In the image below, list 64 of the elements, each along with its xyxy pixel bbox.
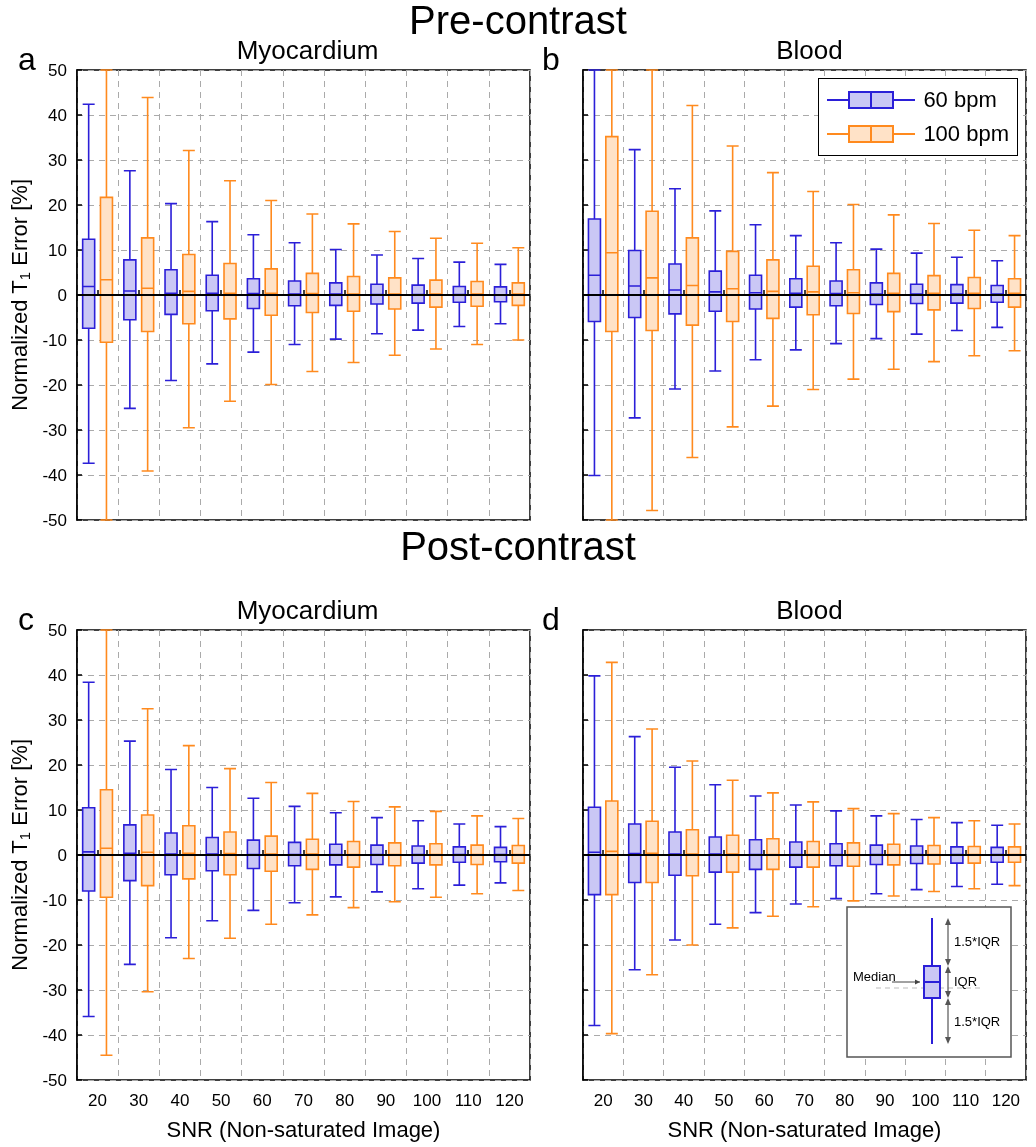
text: c: [18, 601, 34, 637]
y-tick-label: -30: [42, 420, 67, 440]
chart-title: Blood: [776, 35, 843, 65]
x-tick-label: 40: [170, 1091, 190, 1110]
y-tick-label: -30: [42, 980, 67, 1000]
x-tick-label: 50: [211, 1091, 231, 1110]
x-tick-label: 90: [875, 1091, 895, 1110]
y-tick-label: -40: [42, 465, 67, 485]
x-axis-title: SNR (Non-saturated Image): [166, 1116, 441, 1142]
chart-title: Myocardium: [236, 35, 379, 65]
x-tick-label: 110: [454, 1091, 482, 1110]
y-tick-label: -20: [42, 935, 67, 955]
text: b: [542, 41, 560, 77]
y-tick-label: -10: [42, 330, 67, 350]
y-tick-label: -10: [42, 890, 67, 910]
annotation: Median: [853, 969, 896, 984]
x-tick-label: 90: [376, 1091, 396, 1110]
x-tick-label: 70: [795, 1091, 814, 1110]
y-axis-title: Normalized T1 Error [%]: [6, 738, 33, 971]
legend-label: 60 bpm: [923, 87, 997, 113]
y-tick-label: 50: [48, 60, 67, 80]
x-tick-label: 30: [129, 1091, 149, 1110]
chart-title: Blood: [776, 595, 843, 625]
text: a: [18, 41, 36, 77]
y-tick-label: 20: [48, 755, 67, 775]
annotation: 1.5*IQR: [954, 1014, 1001, 1029]
x-tick-label: 60: [754, 1091, 774, 1110]
y-tick-label: -50: [42, 1070, 67, 1090]
y-tick-label: 40: [48, 105, 67, 125]
chart-subtitle: Pre-contrast: [409, 0, 627, 42]
y-tick-label: 0: [57, 285, 67, 305]
annotation: 1.5*IQR: [954, 934, 1001, 949]
x-tick-label: 60: [252, 1091, 272, 1110]
y-tick-label: -20: [42, 375, 67, 395]
y-tick-label: -40: [42, 1025, 67, 1045]
x-tick-label: 100: [911, 1091, 940, 1110]
x-tick-label: 50: [714, 1091, 734, 1110]
x-tick-label: 110: [952, 1091, 980, 1110]
x-tick-label: 80: [335, 1091, 355, 1110]
y-tick-label: 30: [48, 710, 67, 730]
chart-title: Myocardium: [236, 595, 379, 625]
annotation: IQR: [954, 974, 978, 989]
x-tick-label: 20: [593, 1091, 613, 1110]
x-tick-label: 100: [412, 1091, 442, 1110]
x-tick-label: 40: [674, 1091, 694, 1110]
y-tick-label: -50: [42, 510, 67, 530]
x-tick-label: 80: [835, 1091, 855, 1110]
x-tick-label: 20: [88, 1091, 108, 1110]
y-tick-label: 10: [48, 800, 67, 820]
legend-label: 100 bpm: [923, 121, 1009, 147]
y-tick-label: 30: [48, 150, 67, 170]
x-axis-title: SNR (Non-saturated Image): [667, 1116, 942, 1142]
x-tick-label: 120: [991, 1091, 1021, 1110]
y-tick-label: 0: [57, 845, 67, 865]
chart-subtitle: Post-contrast: [400, 524, 636, 568]
y-tick-label: 20: [48, 195, 67, 215]
y-tick-label: 40: [48, 665, 67, 685]
y-tick-label: 50: [48, 620, 67, 640]
x-tick-label: 70: [294, 1091, 313, 1110]
y-axis-title: Normalized T1 Error [%]: [6, 178, 33, 411]
x-tick-label: 120: [495, 1091, 524, 1110]
y-tick-label: 10: [48, 240, 67, 260]
x-tick-label: 30: [633, 1091, 653, 1110]
text: d: [542, 601, 560, 637]
